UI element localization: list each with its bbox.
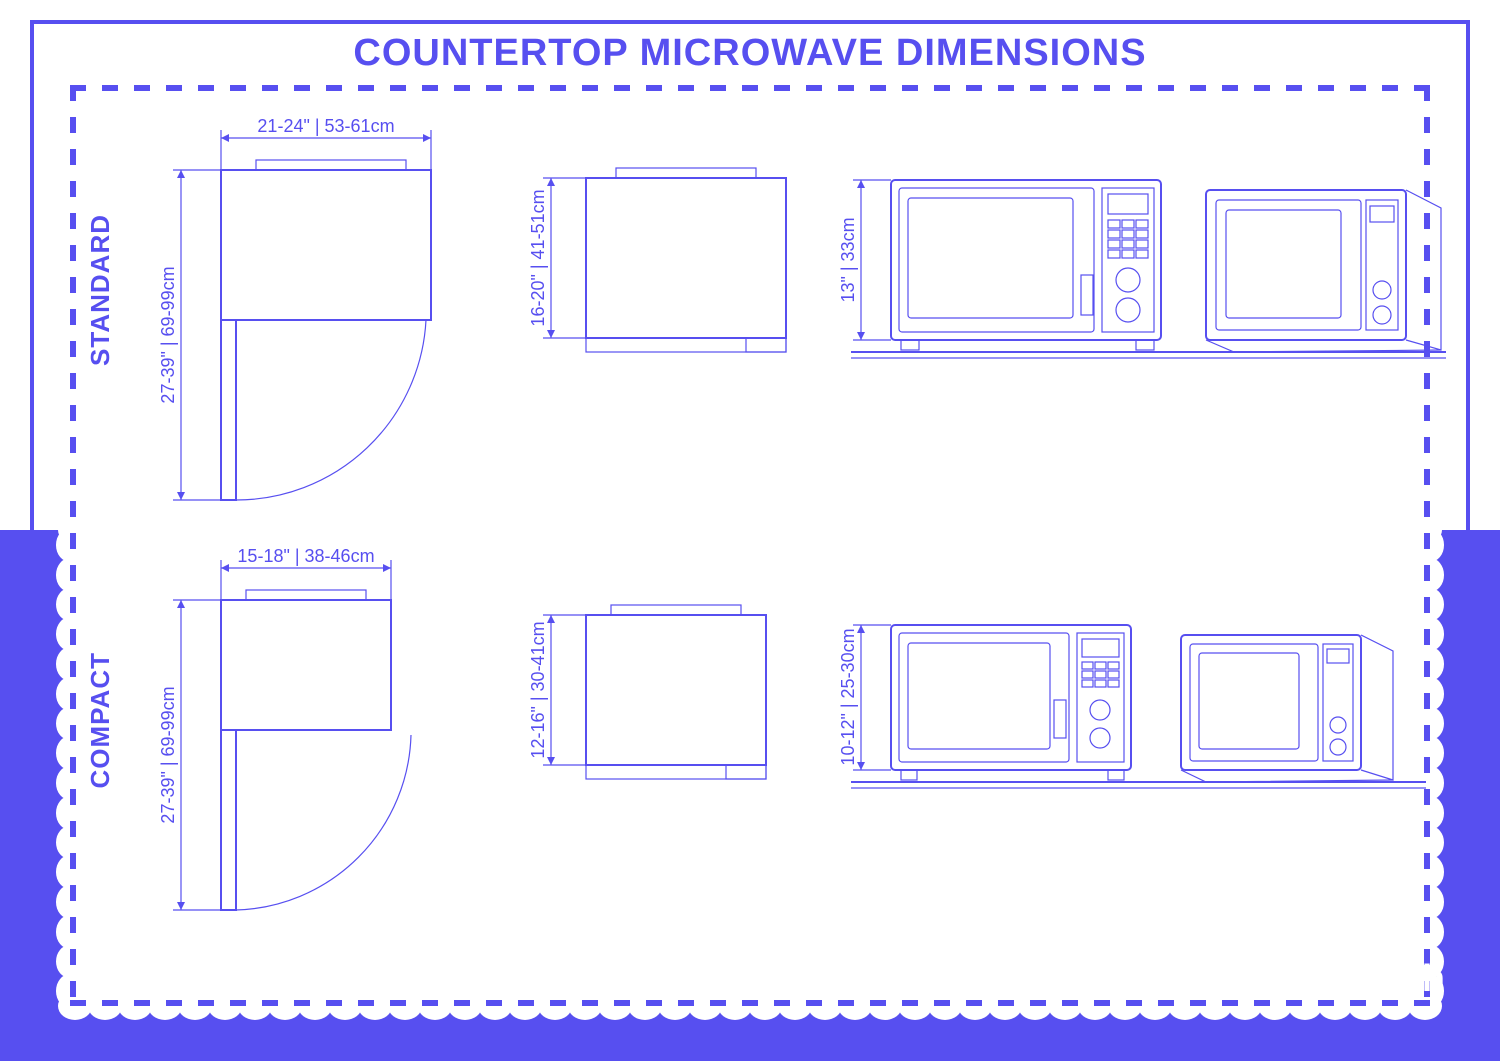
row-compact: COMPACT 15-18" | 38-46cm 27-39" | 69-99c… <box>70 550 1430 970</box>
house-icon <box>1247 961 1285 999</box>
compact-open-depth-label: 27-39" | 69-99cm <box>158 686 178 823</box>
standard-open-depth-label: 27-39" | 69-99cm <box>158 266 178 403</box>
row-standard: STANDARD 21-24" | 53-61cm 27-39" | 69-99… <box>70 120 1430 540</box>
standard-width-label: 21-24" | 53-61cm <box>257 116 394 136</box>
brand-text: omenish <box>1289 958 1445 1001</box>
row-label-standard: STANDARD <box>85 214 116 366</box>
diagram-title: COUNTERTOP MICROWAVE DIMENSIONS <box>0 32 1500 75</box>
compact-side-view: 12-16" | 30-41cm <box>526 580 806 860</box>
compact-width-label: 15-18" | 38-46cm <box>237 546 374 566</box>
compact-height-label: 10-12" | 25-30cm <box>838 628 858 765</box>
compact-top-view: 15-18" | 38-46cm 27-39" | 69-99cm <box>126 550 466 950</box>
standard-depth-label: 16-20" | 41-51cm <box>528 189 548 326</box>
standard-height-label: 13" | 33cm <box>838 217 858 302</box>
compact-front-view: 10-12" | 25-30cm <box>836 580 1456 860</box>
row-label-compact: COMPACT <box>85 652 116 789</box>
brand-logo: omenish <box>1247 958 1445 1001</box>
standard-front-view: 13" | 33cm <box>836 150 1456 430</box>
standard-top-view: 21-24" | 53-61cm 27-39" | 69-99cm <box>126 120 466 520</box>
compact-depth-label: 12-16" | 30-41cm <box>528 621 548 758</box>
standard-side-view: 16-20" | 41-51cm <box>526 150 806 430</box>
content-area: STANDARD 21-24" | 53-61cm 27-39" | 69-99… <box>70 100 1430 1001</box>
